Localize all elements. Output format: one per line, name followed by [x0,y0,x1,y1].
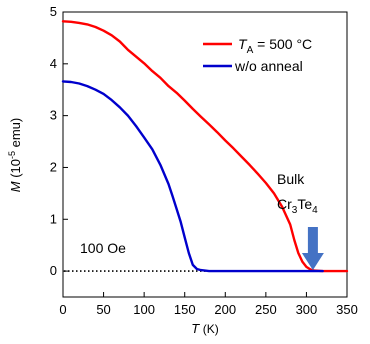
legend: TA = 500 °C w/o anneal [203,36,312,74]
cr3te4-label: Cr3Te4 [277,196,318,216]
x-tick-label: 50 [96,302,110,317]
y-axis-ticks: 0 1 2 3 4 5 [50,4,68,278]
legend-label-no-anneal: w/o anneal [234,58,303,74]
y-tick-label: 3 [50,108,57,123]
legend-label-annealed: TA = 500 °C [238,36,312,56]
series-line-no-anneal [61,80,324,273]
down-arrow-icon [301,227,324,271]
data-series [61,20,349,273]
series-line-annealed [61,20,349,273]
x-axis-ticks: 0 50 100 150 200 250 300 350 [59,292,358,317]
y-tick-label: 1 [50,211,57,226]
plot-frame [62,11,348,298]
y-tick-label: 4 [50,56,57,71]
x-tick-label: 0 [59,302,66,317]
field-label: 100 Oe [80,240,126,256]
x-tick-label: 100 [133,302,155,317]
y-tick-label: 2 [50,159,57,174]
bulk-label: Bulk [277,171,305,187]
x-tick-label: 350 [336,302,358,317]
y-tick-label: 0 [50,263,57,278]
y-axis-label: M (10-5 emu) [7,118,23,193]
y-tick-label: 5 [50,4,57,19]
x-tick-label: 200 [214,302,236,317]
x-tick-label: 150 [174,302,196,317]
x-tick-label: 250 [255,302,277,317]
x-tick-label: 300 [296,302,318,317]
x-axis-label: T (K) [191,321,219,336]
